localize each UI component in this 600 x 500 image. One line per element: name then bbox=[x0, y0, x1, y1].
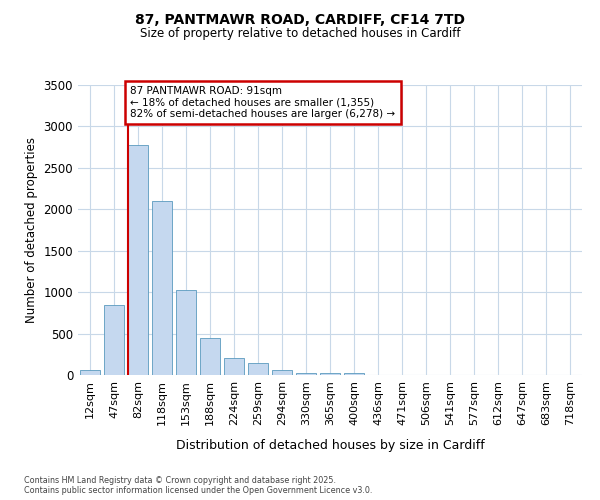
Bar bbox=[152, 201, 172, 375]
Text: 87 PANTMAWR ROAD: 91sqm
← 18% of detached houses are smaller (1,355)
82% of semi: 87 PANTMAWR ROAD: 91sqm ← 18% of detache… bbox=[130, 86, 395, 119]
Bar bbox=[200, 338, 220, 375]
Bar bbox=[224, 358, 244, 375]
Text: Size of property relative to detached houses in Cardiff: Size of property relative to detached ho… bbox=[140, 28, 460, 40]
Bar bbox=[344, 374, 364, 375]
Bar bbox=[296, 372, 316, 375]
Text: 87, PANTMAWR ROAD, CARDIFF, CF14 7TD: 87, PANTMAWR ROAD, CARDIFF, CF14 7TD bbox=[135, 12, 465, 26]
Y-axis label: Number of detached properties: Number of detached properties bbox=[25, 137, 38, 323]
Bar bbox=[80, 370, 100, 375]
X-axis label: Distribution of detached houses by size in Cardiff: Distribution of detached houses by size … bbox=[176, 439, 484, 452]
Bar bbox=[272, 370, 292, 375]
Bar bbox=[128, 144, 148, 375]
Bar bbox=[104, 304, 124, 375]
Bar bbox=[320, 373, 340, 375]
Text: Contains HM Land Registry data © Crown copyright and database right 2025.
Contai: Contains HM Land Registry data © Crown c… bbox=[24, 476, 373, 495]
Bar bbox=[176, 290, 196, 375]
Bar bbox=[248, 364, 268, 375]
